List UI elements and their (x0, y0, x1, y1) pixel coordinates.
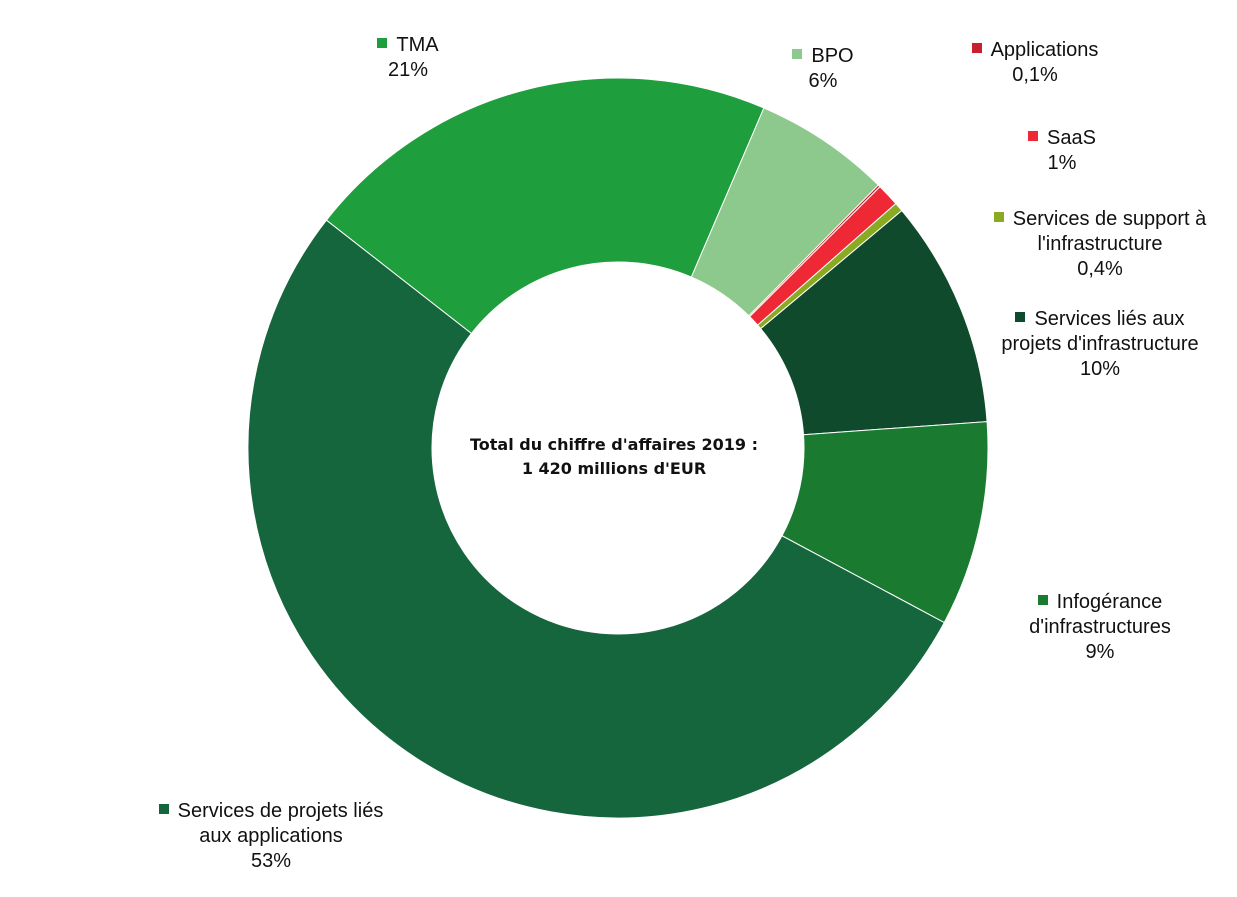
slice-label-4: Services de support à l'infrastructure 0,4… (975, 207, 1225, 282)
slice-label-0: TMA 21% (308, 33, 508, 83)
legend-swatch-1 (792, 49, 803, 59)
slice-value-label-7: 53% (250, 850, 292, 872)
center-text-line-1: Total du chiffre d'affaires 2019 : (469, 435, 759, 454)
slice-label-7: Services de projets liés aux applications… (121, 799, 421, 874)
slice-name-text-6-1: d'infrastructures (1029, 616, 1171, 638)
slice-value-label-4: 0,4% (1077, 258, 1123, 280)
slice-label-3-name-line-0: SaaS (962, 126, 1162, 151)
slice-label-0-name-line-0: TMA (308, 33, 508, 58)
slice-name-text-4-1: l'infrastructure (1037, 233, 1163, 255)
slice-label-5-name-line-1: projets d'infrastructure (975, 332, 1225, 357)
legend-swatch-3 (1028, 131, 1039, 141)
slice-label-2: Applications 0,1% (935, 38, 1135, 88)
slice-name-text-0-0: TMA (396, 34, 439, 56)
center-text-line-2: 1 420 millions d'EUR (521, 459, 707, 478)
slice-value-label-2: 0,1% (1012, 64, 1058, 86)
legend-swatch-0 (377, 38, 388, 48)
slice-7 (247, 219, 945, 819)
slice-label-4-name-line-1: l'infrastructure (975, 232, 1225, 257)
slice-name-text-5-0: Services liés aux (1034, 308, 1185, 330)
slice-label-7-name-line-0: Services de projets liés (121, 799, 421, 824)
slice-label-6: Infogérance d'infrastructures 9% (975, 590, 1225, 665)
slice-name-text-7-1: aux applications (199, 825, 343, 847)
slice-label-7-name-line-1: aux applications (121, 824, 421, 849)
slice-label-1: BPO 6% (723, 44, 923, 94)
slice-name-text-2-0: Applications (990, 39, 1099, 61)
slice-label-1-name-line-0: BPO (723, 44, 923, 69)
slice-label-5: Services liés aux projets d'infrastructur… (975, 307, 1225, 382)
slice-label-5-name-line-0: Services liés aux (975, 307, 1225, 332)
slice-name-text-5-1: projets d'infrastructure (1001, 333, 1199, 355)
slice-label-6-name-line-1: d'infrastructures (975, 615, 1225, 640)
slice-name-text-1-0: BPO (811, 45, 854, 67)
slice-name-text-7-0: Services de projets liés (177, 800, 384, 822)
slice-label-3: SaaS 1% (962, 126, 1162, 176)
slice-name-text-3-0: SaaS (1047, 127, 1096, 149)
slice-value-label-0: 21% (387, 59, 429, 81)
slice-name-text-6-0: Infogérance (1056, 591, 1163, 613)
slice-value-label-1: 6% (808, 70, 838, 92)
legend-swatch-4 (993, 212, 1004, 222)
slice-label-2-name-line-0: Applications (935, 38, 1135, 63)
slice-0 (325, 77, 765, 335)
slice-value-label-5: 10% (1079, 358, 1121, 380)
legend-swatch-7 (158, 804, 169, 814)
donut-slices (247, 77, 989, 819)
slice-name-text-4-0: Services de support à (1012, 208, 1207, 230)
legend-swatch-5 (1015, 312, 1026, 322)
chart-center-total: Total du chiffre d'affaires 2019 : 1 420… (432, 433, 796, 481)
legend-swatch-2 (971, 43, 982, 53)
slice-label-6-name-line-0: Infogérance (975, 590, 1225, 615)
legend-swatch-6 (1037, 595, 1048, 605)
slice-value-label-6: 9% (1085, 641, 1115, 663)
slice-label-4-name-line-0: Services de support à (975, 207, 1225, 232)
slice-value-label-3: 1% (1047, 152, 1077, 174)
